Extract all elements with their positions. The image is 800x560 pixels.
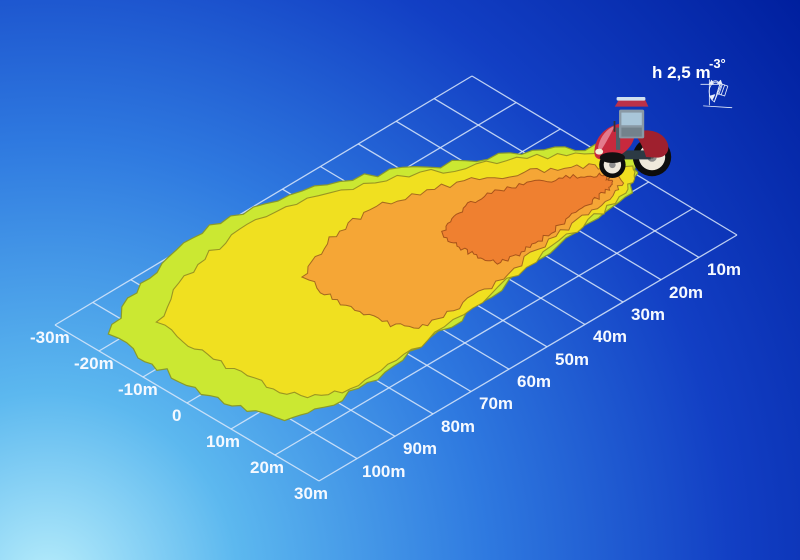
svg-text:50m: 50m [555,350,589,369]
svg-text:10m: 10m [707,260,741,279]
svg-text:30m: 30m [631,305,665,324]
svg-text:80m: 80m [441,417,475,436]
svg-text:60m: 60m [517,372,551,391]
svg-text:90m: 90m [403,439,437,458]
svg-text:h 2,5 m: h 2,5 m [652,63,711,82]
svg-text:-3°: -3° [709,56,726,71]
svg-text:-30m: -30m [30,328,70,347]
svg-text:100m: 100m [362,462,405,481]
svg-text:-10m: -10m [118,380,158,399]
svg-text:20m: 20m [250,458,284,477]
svg-text:-20m: -20m [74,354,114,373]
svg-text:30m: 30m [294,484,328,503]
svg-text:70m: 70m [479,394,513,413]
svg-text:40m: 40m [593,327,627,346]
svg-text:0: 0 [172,406,181,425]
svg-text:10m: 10m [206,432,240,451]
svg-text:20m: 20m [669,283,703,302]
